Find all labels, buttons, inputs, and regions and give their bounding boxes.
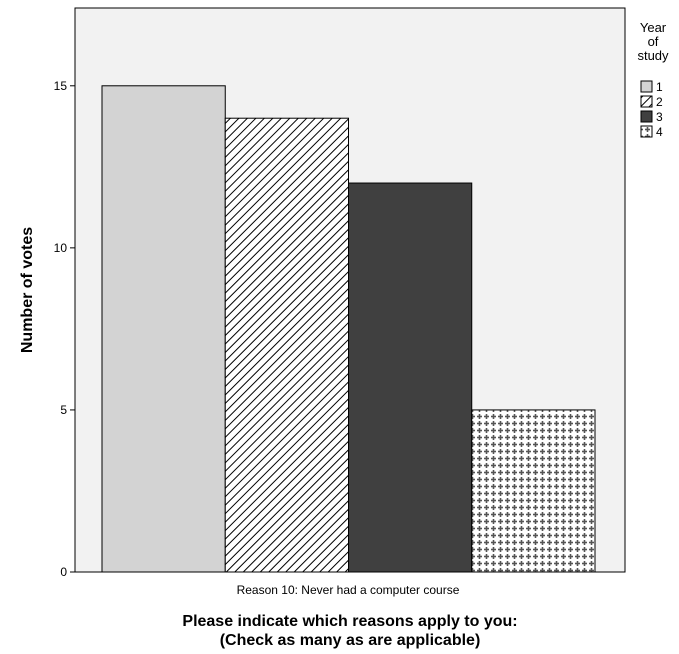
bar-year-3 — [348, 182, 473, 573]
legend-title-line: Year — [640, 20, 667, 35]
y-axis-title: Number of votes — [19, 227, 36, 353]
x-axis-title-line1: Please indicate which reasons apply to y… — [182, 613, 517, 630]
legend-title-line: of — [648, 34, 659, 49]
category-label: Reason 10: Never had a computer course — [237, 583, 460, 597]
bar-year-4 — [471, 409, 596, 573]
legend-label-2: 2 — [656, 95, 663, 109]
legend-swatch-3 — [640, 110, 653, 123]
bar-year-2 — [224, 117, 349, 573]
legend-swatch-4 — [640, 125, 653, 138]
y-tick-label-5: 5 — [60, 403, 67, 417]
x-axis-title-line2: (Check as many as are applicable) — [220, 632, 481, 649]
legend-label-4: 4 — [656, 125, 663, 139]
legend-swatch-1 — [640, 80, 653, 93]
legend-swatch-2 — [640, 95, 653, 108]
y-tick-label-0: 0 — [60, 565, 67, 579]
y-tick-label-10: 10 — [54, 241, 68, 255]
bar-year-1 — [101, 85, 226, 573]
legend-label-3: 3 — [656, 110, 663, 124]
legend-title-line: study — [637, 48, 669, 63]
y-tick-label-15: 15 — [54, 79, 68, 93]
legend-label-1: 1 — [656, 80, 663, 94]
